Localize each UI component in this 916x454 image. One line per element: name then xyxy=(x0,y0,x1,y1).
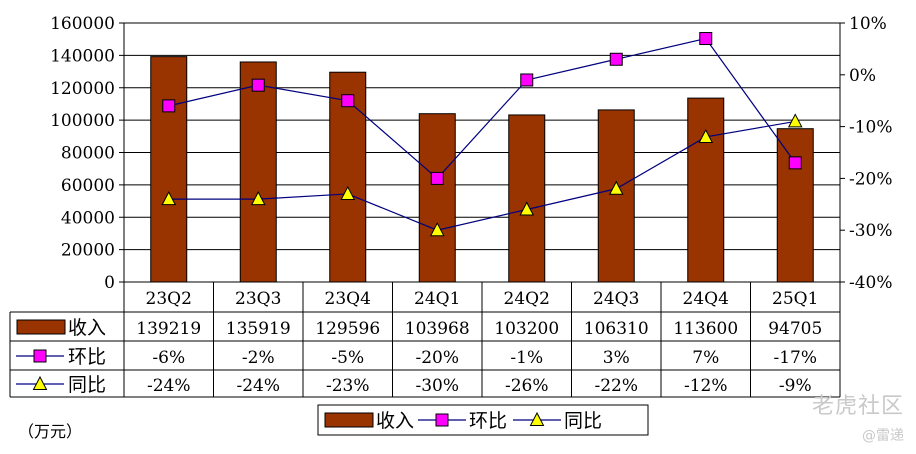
y-right-tick-label: -30% xyxy=(849,221,893,241)
point-qoq xyxy=(430,171,444,185)
line-yoy xyxy=(168,120,796,231)
table-cell-value: -6% xyxy=(152,348,185,368)
point-qoq xyxy=(341,94,355,108)
watermark-handle: @雷递 xyxy=(862,428,904,444)
y-left-tick-label: 120000 xyxy=(50,79,115,99)
point-qoq xyxy=(520,73,534,87)
bar-revenue xyxy=(508,114,546,283)
legend-swatch-revenue xyxy=(324,412,374,428)
table-cell-value: -12% xyxy=(684,376,728,396)
x-tick-label: 25Q1 xyxy=(772,289,818,309)
bar-revenue xyxy=(239,61,277,283)
table-cell-value: -9% xyxy=(779,376,812,396)
table-cell-value: 103200 xyxy=(494,319,559,339)
y-left-tick-label: 0 xyxy=(104,273,115,293)
bar-revenue xyxy=(418,113,456,283)
legend-swatch-qoq-marker xyxy=(435,413,449,427)
y-right-tick-label: 10% xyxy=(849,14,887,34)
table-cell-value: -5% xyxy=(331,348,364,368)
y-left-tick-label: 40000 xyxy=(61,208,115,228)
table-cell-value: -17% xyxy=(773,348,817,368)
point-qoq xyxy=(162,99,176,113)
legend-label: 收入 xyxy=(376,410,414,432)
x-tick-label: 24Q2 xyxy=(504,289,550,309)
unit-label: （万元） xyxy=(18,422,83,441)
table-cell-value: 94705 xyxy=(768,319,822,339)
table-cell-value: -23% xyxy=(326,376,370,396)
y-left-tick-label: 80000 xyxy=(61,144,115,164)
x-tick-label: 23Q2 xyxy=(146,289,192,309)
y-left-tick-label: 140000 xyxy=(50,46,115,66)
table-cell-value: -2% xyxy=(242,348,275,368)
table-row-label: 收入 xyxy=(68,317,106,339)
point-yoy xyxy=(250,191,266,206)
legend-key-yoy-marker xyxy=(32,375,48,390)
table-cell-value: 103968 xyxy=(405,319,470,339)
table-cell-value: 3% xyxy=(603,348,630,368)
table-cell-value: 139219 xyxy=(136,319,201,339)
table-cell-value: -24% xyxy=(147,376,191,396)
table-cell-value: -1% xyxy=(510,348,543,368)
bar-revenue xyxy=(776,128,814,283)
legend-label: 同比 xyxy=(564,410,602,432)
legend-key-qoq-marker xyxy=(33,349,47,363)
table-cell-value: -24% xyxy=(236,376,280,396)
point-qoq xyxy=(609,52,623,66)
watermark-text: 老虎社区 xyxy=(811,394,904,419)
table-cell-value: 106310 xyxy=(584,319,649,339)
bar-revenue xyxy=(150,56,188,283)
table-row-label: 环比 xyxy=(68,346,106,368)
point-qoq xyxy=(788,156,802,170)
y-right-tick-label: -10% xyxy=(849,118,893,138)
x-tick-label: 24Q1 xyxy=(414,289,460,309)
table-cell-value: -20% xyxy=(415,348,459,368)
point-yoy xyxy=(519,201,535,216)
legend-label: 环比 xyxy=(469,410,507,432)
point-yoy xyxy=(429,222,445,237)
table-cell-value: 7% xyxy=(692,348,719,368)
table-cell-value: -30% xyxy=(415,376,459,396)
table-cell-value: 135919 xyxy=(226,319,291,339)
line-qoq xyxy=(168,37,796,180)
table-cell-value: 129596 xyxy=(315,319,380,339)
x-tick-label: 24Q3 xyxy=(593,289,639,309)
y-right-tick-label: -40% xyxy=(849,273,893,293)
y-left-tick-label: 60000 xyxy=(61,176,115,196)
x-tick-label: 23Q4 xyxy=(325,289,371,309)
y-right-tick-label: -20% xyxy=(849,169,893,189)
y-left-tick-label: 160000 xyxy=(50,14,115,34)
y-left-tick-label: 20000 xyxy=(61,241,115,261)
table-cell-value: -22% xyxy=(594,376,638,396)
legend-key-revenue xyxy=(16,319,66,335)
table-cell-value: 113600 xyxy=(673,319,738,339)
point-yoy xyxy=(787,113,803,128)
point-yoy xyxy=(161,191,177,206)
point-yoy xyxy=(340,185,356,200)
point-yoy xyxy=(608,180,624,195)
point-qoq xyxy=(699,32,713,46)
point-yoy xyxy=(698,128,714,143)
y-left-tick-label: 100000 xyxy=(50,111,115,131)
point-qoq xyxy=(251,78,265,92)
table-cell-value: -26% xyxy=(505,376,549,396)
bar-revenue xyxy=(597,109,635,283)
x-tick-label: 23Q3 xyxy=(235,289,281,309)
y-right-tick-label: 0% xyxy=(849,66,876,86)
bar-revenue xyxy=(687,97,725,283)
legend-swatch-yoy-marker xyxy=(529,411,545,426)
x-tick-label: 24Q4 xyxy=(683,289,729,309)
table-row-label: 同比 xyxy=(68,374,106,396)
